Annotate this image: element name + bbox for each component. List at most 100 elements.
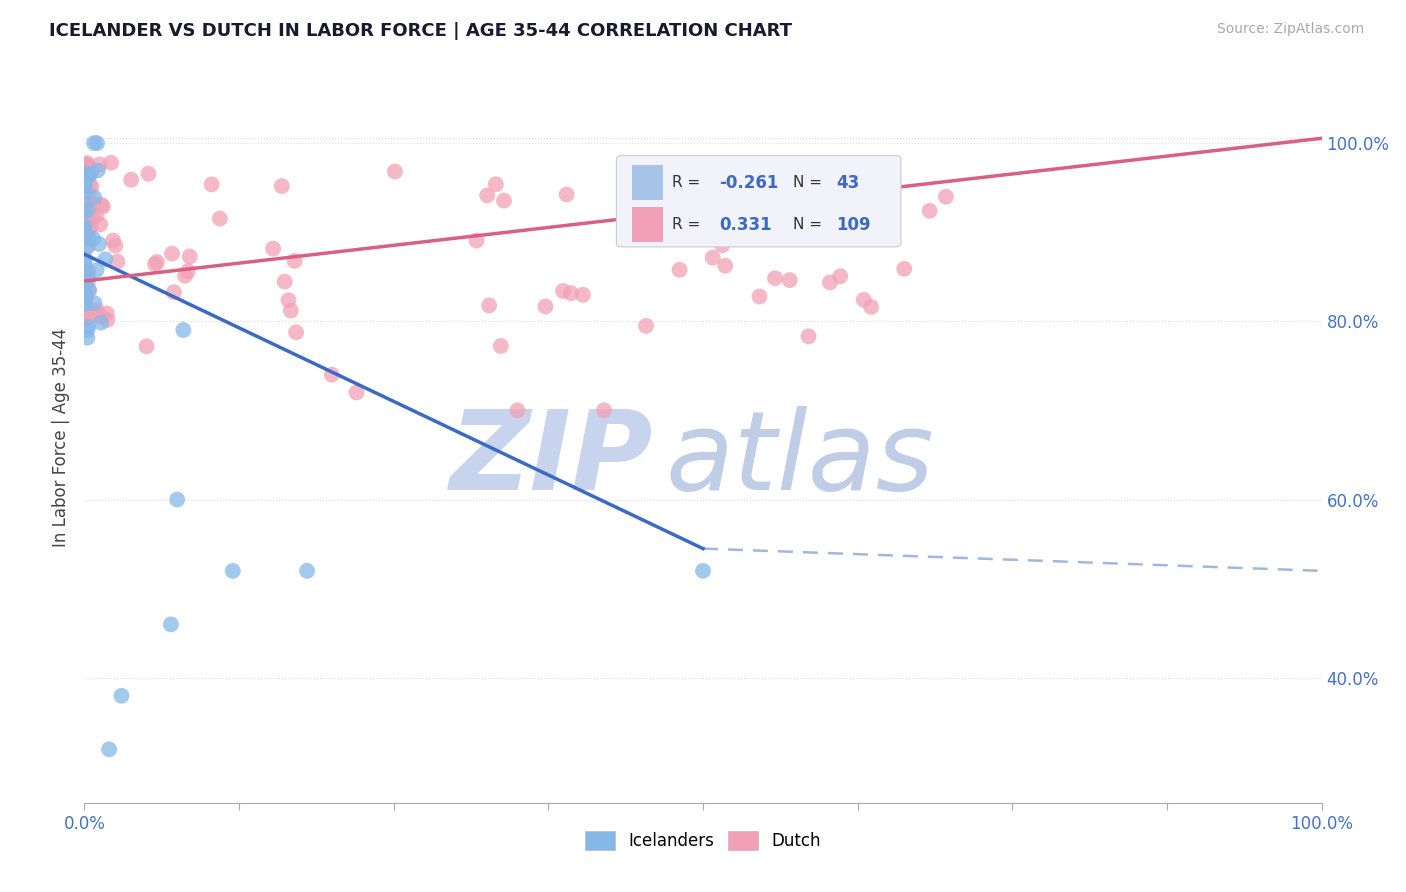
Point [73,287,96,301]
Point [692,564,714,578]
Point [79,166,101,180]
FancyBboxPatch shape [633,165,664,200]
Point [77,319,100,334]
Point [321,368,343,382]
Point [80,165,103,179]
Point [763,271,786,285]
Point [935,190,957,204]
Point [76,323,98,337]
Point [76,159,98,173]
Point [89,157,111,171]
Point [893,261,915,276]
Point [76,269,98,284]
Point [89,218,111,232]
Point [73,210,96,224]
Point [636,318,658,333]
Point [73,175,96,189]
Point [73,179,96,194]
Point [465,234,488,248]
Point [489,339,512,353]
Point [555,187,578,202]
Point [714,259,737,273]
Point [593,403,616,417]
Point [75,198,97,212]
Point [80,219,103,233]
Point [73,286,96,301]
Point [76,158,98,172]
Point [262,242,284,256]
Point [146,255,169,269]
Point [76,265,98,279]
Point [710,166,733,180]
Point [98,742,121,756]
FancyBboxPatch shape [633,207,664,243]
Point [277,293,299,308]
Text: R =: R = [672,218,706,232]
Point [77,237,100,252]
Text: -0.261: -0.261 [718,174,779,192]
Point [478,298,501,312]
Point [73,295,96,310]
Point [87,237,110,252]
Point [77,273,100,287]
Point [75,171,97,186]
Text: R =: R = [672,175,706,190]
Point [534,299,557,313]
Point [77,223,100,237]
Point [104,238,127,252]
Point [96,313,118,327]
Point [77,186,100,201]
Point [284,253,307,268]
Point [654,203,676,218]
Point [174,268,197,283]
Point [90,310,112,324]
Point [79,168,101,182]
Point [797,329,820,343]
Point [73,219,96,233]
Point [77,282,100,296]
Text: ICELANDER VS DUTCH IN LABOR FORCE | AGE 35-44 CORRELATION CHART: ICELANDER VS DUTCH IN LABOR FORCE | AGE … [49,22,792,40]
Point [852,293,875,307]
Point [841,169,863,184]
Point [485,178,508,192]
Point [76,331,98,345]
Point [73,252,96,266]
Point [83,190,105,204]
Point [90,316,112,330]
Point [87,163,110,178]
Point [91,200,114,214]
FancyBboxPatch shape [616,155,901,247]
Point [560,286,582,301]
Point [779,273,801,287]
Point [506,403,529,417]
Point [90,198,112,212]
Text: Source: ZipAtlas.com: Source: ZipAtlas.com [1216,22,1364,37]
Point [77,310,100,325]
Point [270,179,292,194]
Point [86,136,108,150]
Point [860,300,883,314]
Point [172,323,194,337]
Point [73,202,96,216]
Point [73,186,96,200]
Point [201,178,224,192]
Point [882,176,904,190]
Text: N =: N = [793,175,827,190]
Point [76,203,98,218]
Point [77,264,100,278]
Point [273,275,295,289]
Point [572,287,595,301]
Point [101,234,124,248]
Point [73,223,96,237]
Point [96,306,118,320]
Point [619,227,641,242]
Point [782,183,804,197]
Point [73,291,96,305]
Point [110,689,132,703]
Point [818,276,841,290]
Point [73,256,96,270]
Legend: Icelanders, Dutch: Icelanders, Dutch [579,824,827,856]
Point [623,169,645,183]
Point [177,264,200,278]
Point [86,263,108,277]
